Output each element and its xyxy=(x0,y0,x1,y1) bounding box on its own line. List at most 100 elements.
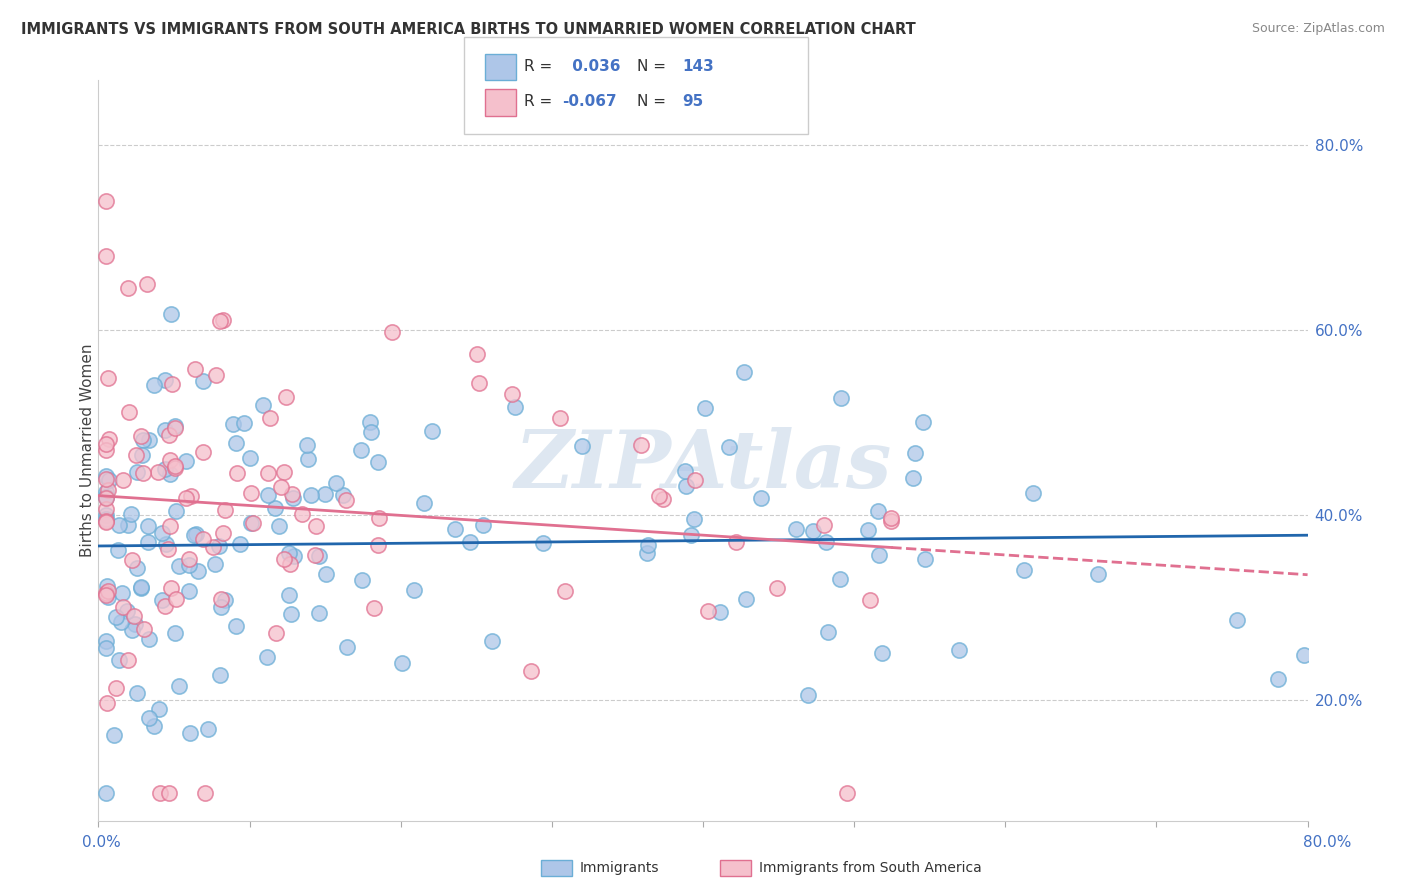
Point xyxy=(136,518,159,533)
Point xyxy=(174,453,197,467)
Point xyxy=(94,485,117,500)
Point xyxy=(308,607,330,621)
Point xyxy=(148,701,170,715)
Point xyxy=(363,601,385,615)
Point xyxy=(136,277,159,291)
Point xyxy=(277,588,299,602)
Point xyxy=(160,307,183,321)
Point xyxy=(263,501,285,516)
Point xyxy=(132,466,155,480)
Text: N =: N = xyxy=(637,95,666,109)
Point xyxy=(733,365,755,379)
Point xyxy=(94,633,117,648)
Point xyxy=(94,437,117,451)
Point xyxy=(184,527,207,541)
Point xyxy=(239,450,262,465)
Point xyxy=(404,582,426,597)
Point xyxy=(256,649,278,664)
Point xyxy=(129,580,152,594)
Point xyxy=(94,502,117,516)
Point xyxy=(157,428,180,442)
Point xyxy=(225,618,247,632)
Point xyxy=(159,453,181,467)
Point xyxy=(97,473,120,487)
Point xyxy=(165,461,187,475)
Point xyxy=(104,681,127,695)
Point xyxy=(94,491,117,506)
Point xyxy=(259,410,281,425)
Point xyxy=(97,483,120,498)
Point xyxy=(94,490,117,504)
Point xyxy=(240,516,263,530)
Point xyxy=(94,514,117,528)
Point xyxy=(520,664,543,678)
Point xyxy=(814,534,837,549)
Point xyxy=(229,537,252,551)
Point xyxy=(696,604,718,618)
Point xyxy=(673,463,696,477)
Point xyxy=(350,443,373,458)
Point xyxy=(868,548,890,562)
Point xyxy=(201,540,224,554)
Point xyxy=(914,551,936,566)
Point xyxy=(111,586,134,600)
Point xyxy=(443,522,465,536)
Point xyxy=(208,667,231,681)
Point xyxy=(122,608,145,623)
Point xyxy=(187,564,209,578)
Point xyxy=(683,512,706,526)
Point xyxy=(94,473,117,487)
Point xyxy=(142,378,165,392)
Point xyxy=(503,400,526,414)
Point xyxy=(420,425,443,439)
Point xyxy=(212,313,235,327)
Point xyxy=(117,518,139,533)
Point xyxy=(165,419,187,434)
Point xyxy=(155,536,177,550)
Point xyxy=(828,572,851,586)
Point xyxy=(1226,613,1249,627)
Point xyxy=(797,688,820,702)
Point xyxy=(121,553,143,567)
Text: 95: 95 xyxy=(682,95,703,109)
Point xyxy=(149,786,172,800)
Point xyxy=(179,726,201,740)
Point xyxy=(901,471,924,485)
Point xyxy=(165,592,187,607)
Point xyxy=(257,466,280,480)
Point xyxy=(107,653,129,667)
Point xyxy=(153,599,176,613)
Point xyxy=(277,546,299,560)
Text: ZIPAtlas: ZIPAtlas xyxy=(515,426,891,504)
Point xyxy=(295,437,318,451)
Point xyxy=(636,546,658,560)
Point xyxy=(177,552,200,566)
Point xyxy=(813,518,835,533)
Point xyxy=(138,711,160,725)
Point xyxy=(717,440,740,454)
Point xyxy=(367,510,389,524)
Point xyxy=(94,515,117,529)
Point xyxy=(335,492,357,507)
Point xyxy=(315,567,337,582)
Point xyxy=(197,722,219,736)
Point xyxy=(413,496,436,510)
Point xyxy=(232,416,254,430)
Point xyxy=(274,390,297,404)
Text: 143: 143 xyxy=(682,59,714,73)
Point xyxy=(281,487,304,501)
Point xyxy=(165,504,187,518)
Point xyxy=(801,524,824,539)
Point xyxy=(124,617,146,632)
Point xyxy=(150,592,173,607)
Point xyxy=(325,475,347,490)
Point xyxy=(98,433,121,447)
Point xyxy=(94,641,117,656)
Text: Immigrants from South America: Immigrants from South America xyxy=(759,861,981,875)
Point xyxy=(111,599,134,614)
Point xyxy=(136,535,159,549)
Point xyxy=(129,581,152,595)
Point xyxy=(835,786,858,800)
Point xyxy=(163,625,186,640)
Point xyxy=(222,417,245,431)
